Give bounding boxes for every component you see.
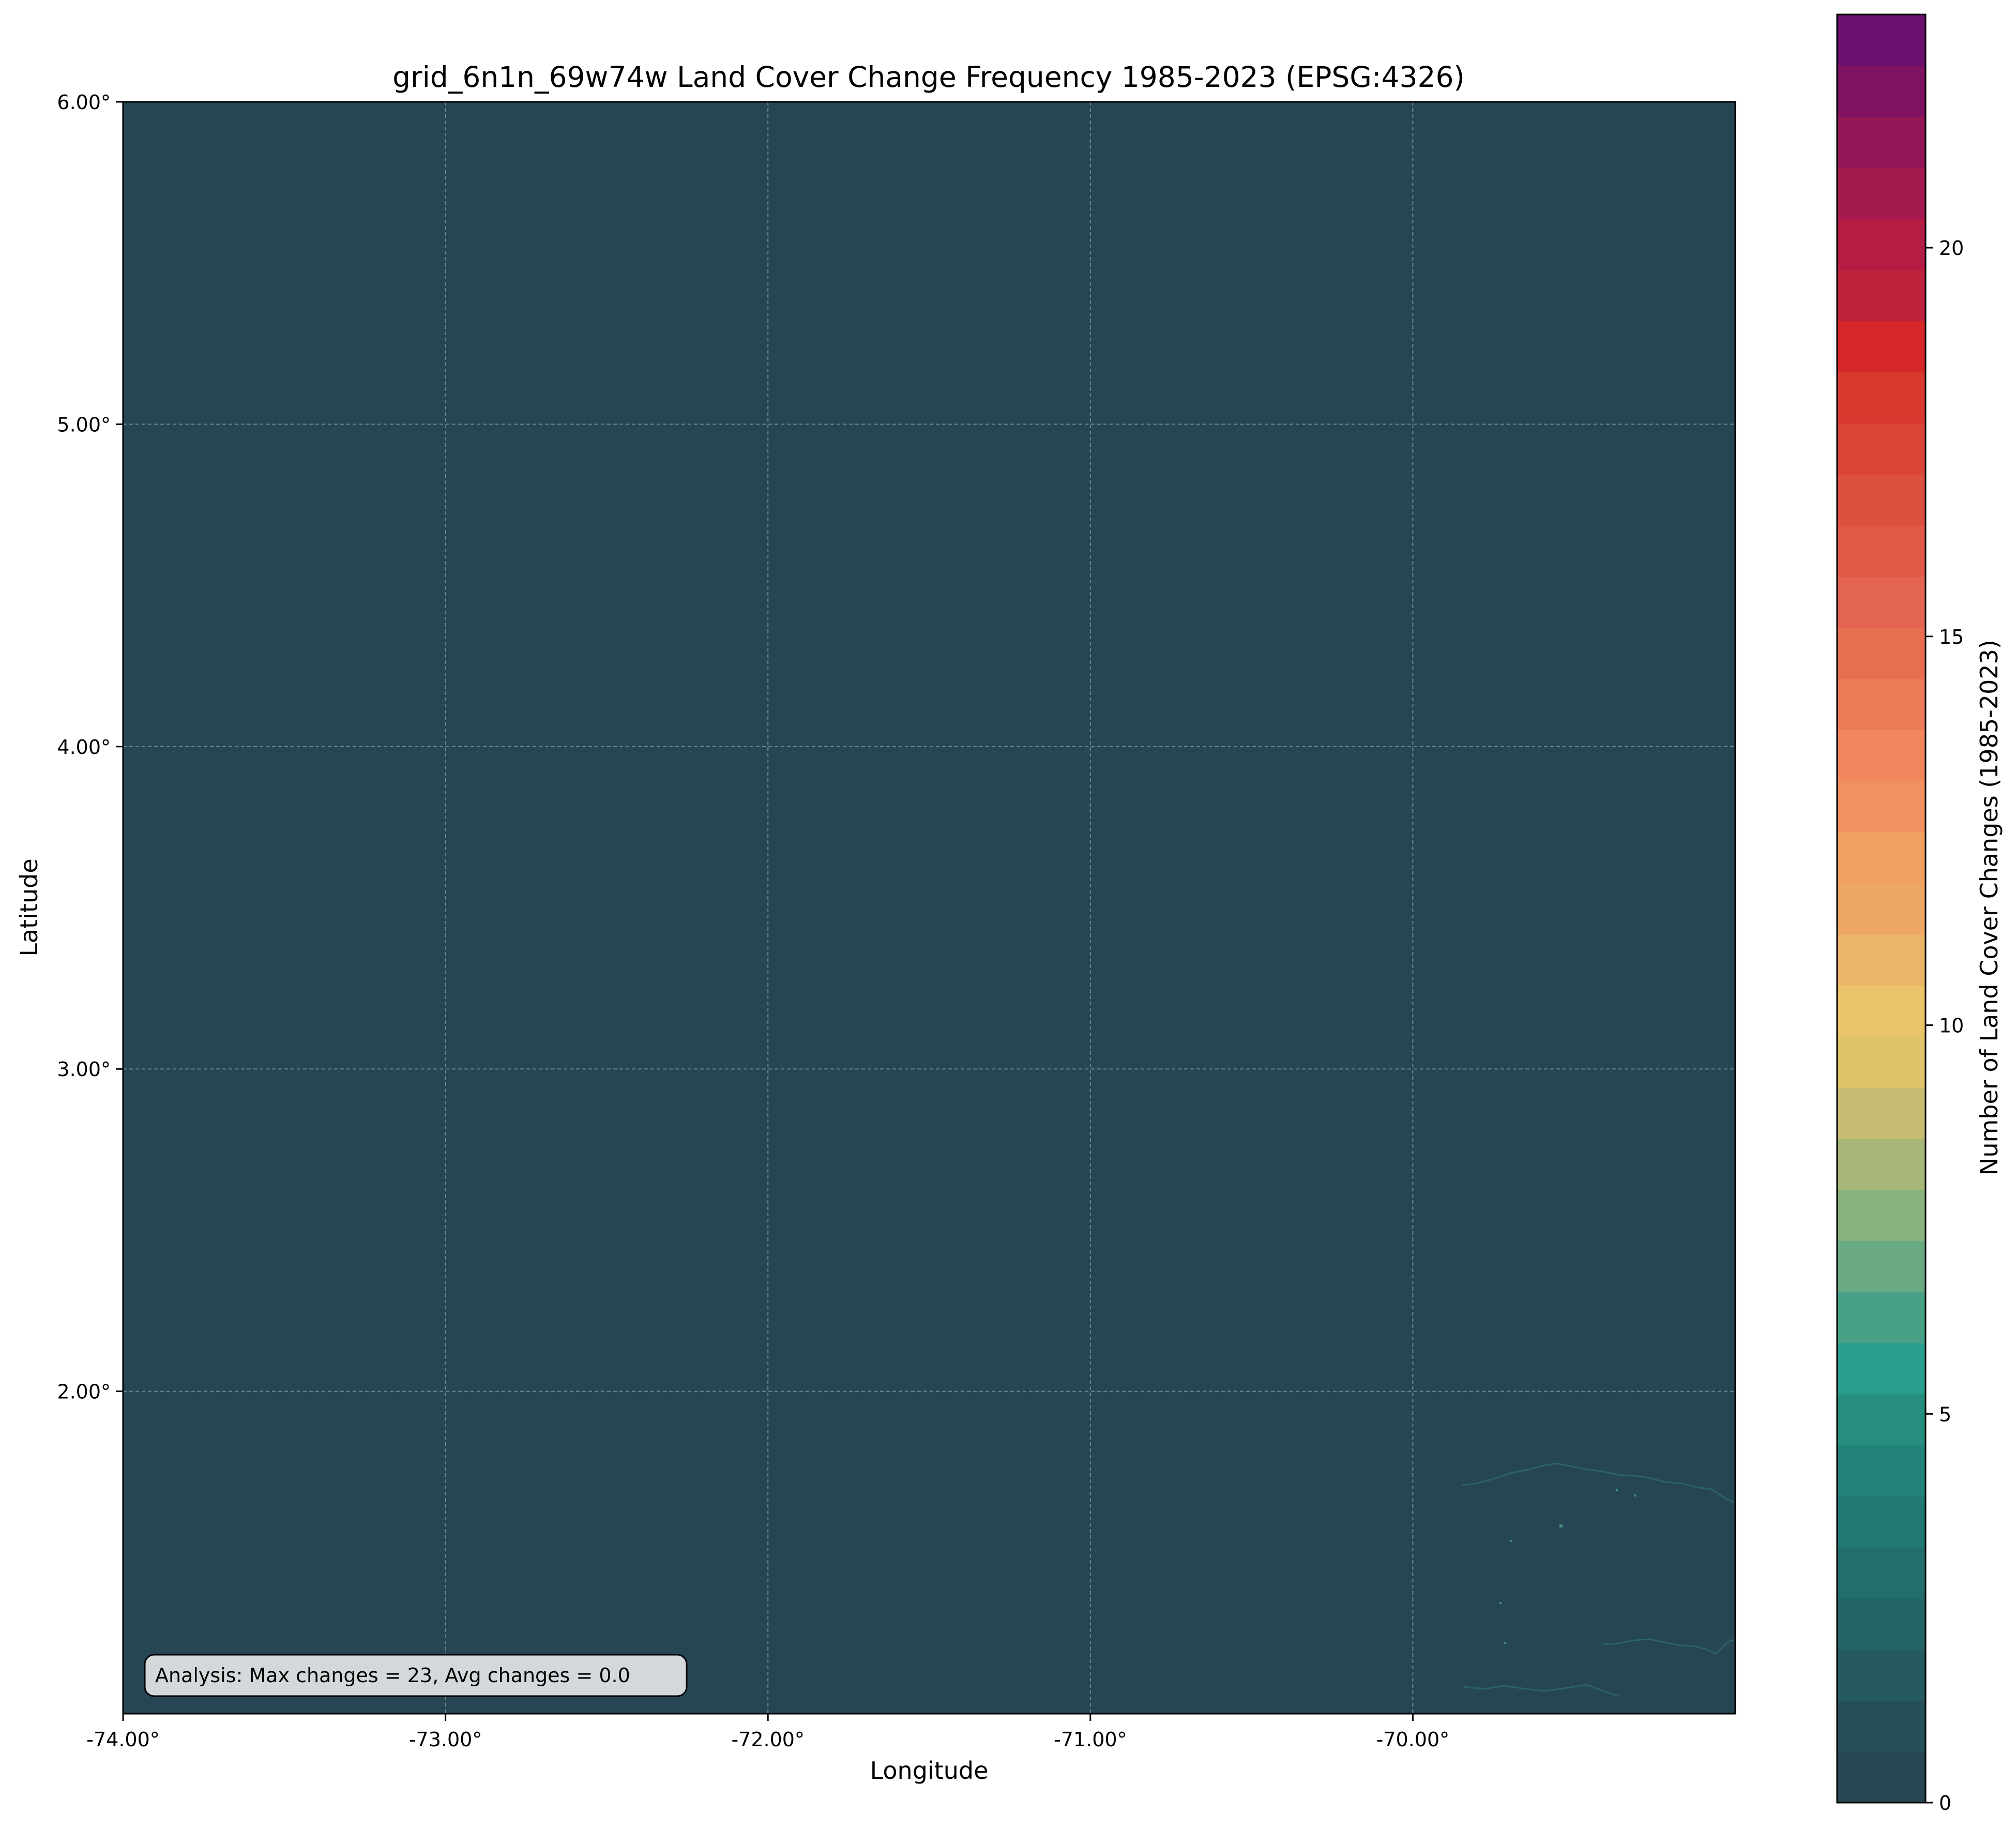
change-speck [1634,1494,1636,1497]
colorbar-segments [1837,14,1926,1803]
y-tick-label: 6.00° [57,91,111,114]
colorbar-segment [1837,1087,1926,1139]
colorbar-segment [1837,168,1926,219]
colorbar-frame [1836,13,1927,1804]
colorbar-tick-label: 5 [1939,1403,1951,1426]
colorbar-segment [1837,1445,1926,1497]
colorbar-segment [1837,678,1926,730]
colorbar-segment [1837,14,1926,66]
x-axis-label: Longitude [870,1757,989,1785]
colorbar-segment [1837,116,1926,169]
colorbar: 0 5 10 15 20 Number of Land Cover Changes (1… [1836,13,2003,1815]
colorbar-segment [1837,1700,1926,1752]
colorbar-segment [1837,576,1926,628]
colorbar-segment [1837,321,1926,373]
colorbar-segment [1837,1394,1926,1446]
y-tick-label: 2.00° [57,1381,111,1403]
colorbar-ticks: 0 5 10 15 20 [1926,237,1964,1815]
y-tick-label: 5.00° [57,413,111,436]
change-speck [1559,1524,1563,1528]
colorbar-segment [1837,1189,1926,1241]
change-pixel-traces [1462,1462,1736,1697]
colorbar-segment [1837,525,1926,577]
x-tick-label: -70.00° [1376,1728,1450,1751]
annotation-text: Analysis: Max changes = 23, Avg changes … [155,1664,630,1687]
x-tick-label: -74.00° [86,1728,160,1751]
colorbar-tick-label: 0 [1939,1792,1951,1815]
analysis-annotation: Analysis: Max changes = 23, Avg changes … [144,1654,688,1697]
colorbar-segment [1837,1138,1926,1190]
colorbar-segment [1837,270,1926,322]
colorbar-tick-label: 20 [1939,237,1964,260]
annotation-box [144,1654,688,1697]
colorbar-segment [1837,1649,1926,1701]
change-speck [1499,1602,1502,1604]
colorbar-segment [1837,1241,1926,1292]
y-axis-label: Latitude [15,858,43,956]
colorbar-segment [1837,1496,1926,1548]
colorbar-segment [1837,1547,1926,1599]
change-pixel-specks [1499,1489,1636,1644]
colorbar-segment [1837,1292,1926,1343]
colorbar-label: Number of Land Cover Changes (1985-2023) [1975,640,2003,1175]
y-tick-label: 4.00° [57,736,111,759]
colorbar-segment [1837,985,1926,1037]
y-axis-ticks: 2.00° 3.00° 4.00° 5.00° 6.00° [57,91,123,1403]
colorbar-segment [1837,730,1926,781]
colorbar-tick-label: 15 [1939,626,1964,648]
colorbar-segment [1837,832,1926,884]
x-tick-label: -72.00° [731,1728,805,1751]
colorbar-segment [1837,627,1926,679]
colorbar-tick-label: 10 [1939,1015,1964,1037]
change-speck [1510,1540,1512,1542]
map-plot-area [122,101,1736,1715]
colorbar-segment [1837,1598,1926,1650]
colorbar-segment [1837,65,1926,117]
change-speck [1504,1642,1506,1644]
change-speck [1616,1489,1618,1491]
map-raster-background [123,102,1735,1714]
x-tick-label: -73.00° [409,1728,482,1751]
colorbar-segment [1837,372,1926,424]
colorbar-segment [1837,219,1926,270]
y-tick-label: 3.00° [57,1058,111,1081]
colorbar-segment [1837,934,1926,986]
change-trace-river-north [1462,1462,1736,1504]
colorbar-segment [1837,1036,1926,1088]
x-axis-ticks: -74.00° -73.00° -72.00° -71.00° -70.00° [86,1714,1449,1751]
x-tick-label: -71.00° [1054,1728,1127,1751]
map-frame [122,101,1736,1715]
colorbar-segment [1837,423,1926,475]
colorbar-segment [1837,1342,1926,1395]
change-trace-river-east [1602,1638,1736,1655]
change-trace-river-south [1463,1684,1619,1697]
colorbar-segment [1837,474,1926,526]
colorbar-segment [1837,781,1926,833]
colorbar-segment [1837,883,1926,935]
colorbar-segment [1837,1751,1926,1803]
chart-title: grid_6n1n_69w74w Land Cover Change Frequ… [392,61,1465,94]
